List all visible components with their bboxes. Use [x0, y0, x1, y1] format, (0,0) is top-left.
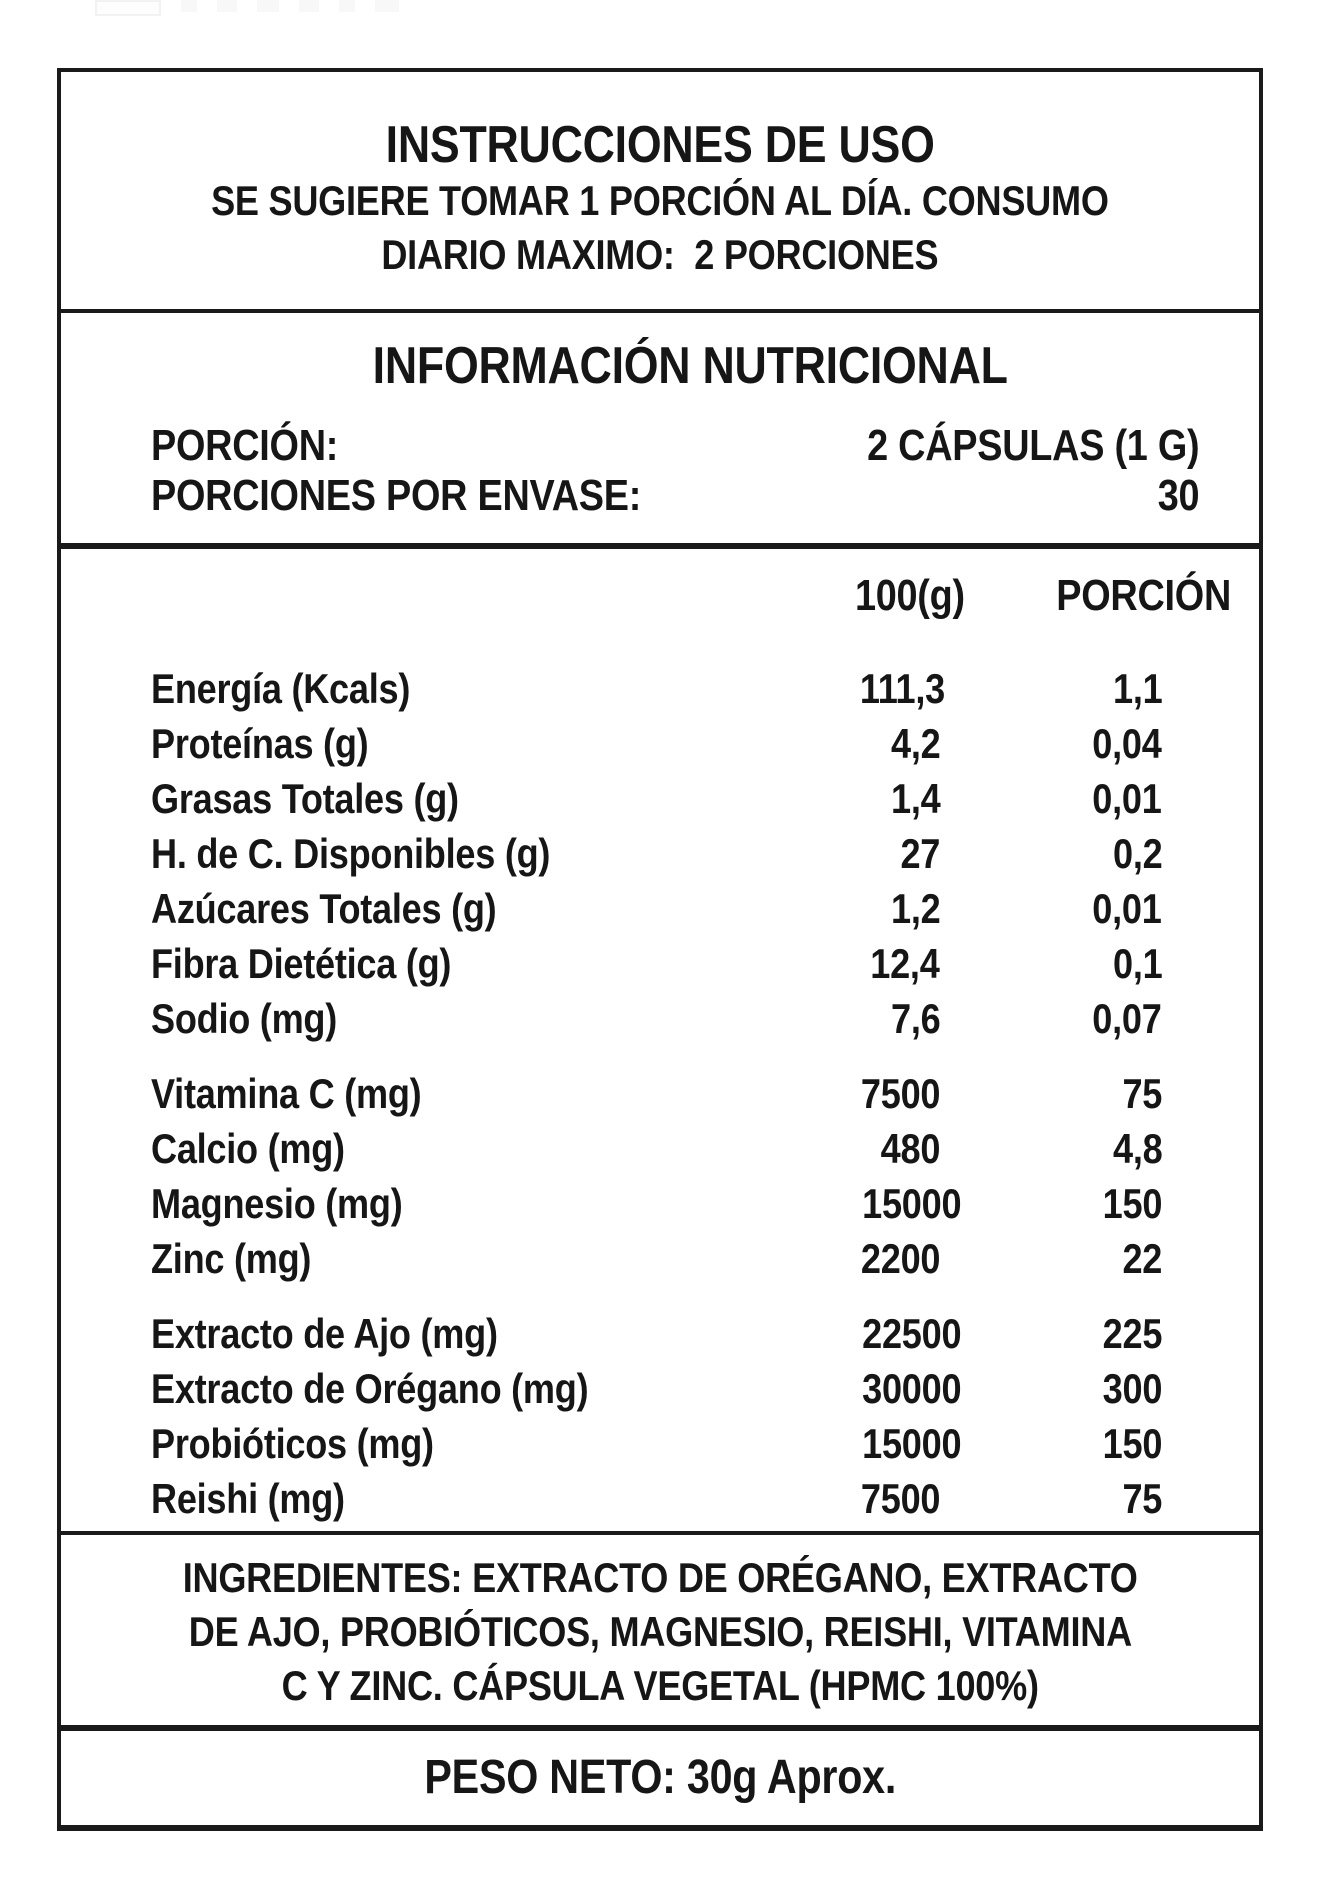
ingredients-line-2: DE AJO, PROBIÓTICOS, MAGNESIO, REISHI, V…: [188, 1608, 1132, 1655]
column-header-portion: PORCIÓN: [1056, 571, 1232, 620]
nutrient-name: Magnesio (mg): [151, 1180, 403, 1227]
value-per-portion: 0,2: [1112, 830, 1163, 877]
table-row: Fibra Dietética (g) 12,4 0,1: [151, 936, 1162, 991]
nutrient-name: Extracto de Ajo (mg): [151, 1310, 498, 1357]
nutrient-name: Sodio (mg): [151, 995, 338, 1042]
section-divider: [61, 1531, 1259, 1535]
ingredients-line-1: INGREDIENTES: EXTRACTO DE ORÉGANO, EXTRA…: [182, 1554, 1138, 1601]
value-per-portion: 150: [1102, 1180, 1162, 1227]
value-per-portion: 0,01: [1092, 775, 1163, 822]
section-divider-thick: [61, 1725, 1259, 1731]
instructions-title: INSTRUCCIONES DE USO: [101, 116, 1219, 174]
nutrition-header-section: INFORMACIÓN NUTRICIONAL PORCIÓN: 2 CÁPSU…: [61, 313, 1259, 543]
nutrient-name: Zinc (mg): [151, 1235, 312, 1282]
net-weight-text: PESO NETO: 30g Aprox.: [424, 1751, 896, 1804]
serving-size-value: 2 CÁPSULAS (1 G): [866, 421, 1200, 470]
nutrient-name: Fibra Dietética (g): [151, 940, 452, 987]
value-per-100g: 111,3: [859, 665, 945, 712]
value-per-100g: 2200: [860, 1235, 941, 1282]
value-per-100g: 27: [900, 830, 940, 877]
ingredients-section: INGREDIENTES: EXTRACTO DE ORÉGANO, EXTRA…: [61, 1535, 1259, 1725]
servings-per-container-label: PORCIONES POR ENVASE:: [151, 471, 642, 520]
servings-per-container-value: 30: [1157, 471, 1199, 520]
value-per-100g: 15000: [862, 1180, 962, 1227]
table-row: Sodio (mg) 7,6 0,07: [151, 991, 1162, 1046]
table-row: Reishi (mg) 7500 75: [151, 1471, 1162, 1526]
nutrient-group: Extracto de Ajo (mg) 22500 225 Extracto de …: [151, 1306, 1162, 1526]
nutrient-name: Calcio (mg): [151, 1125, 345, 1172]
value-per-portion: 0,01: [1092, 885, 1163, 932]
column-header-per-100g: 100(g): [854, 571, 965, 620]
table-header-row: 100(g) PORCIÓN: [151, 571, 1232, 620]
nutrition-title: INFORMACIÓN NUTRICIONAL: [372, 337, 1008, 395]
value-per-100g: 4,2: [890, 720, 941, 767]
value-per-100g: 7500: [860, 1070, 941, 1117]
nutrient-group: Energía (Kcals) 111,3 1,1 Proteínas (g) 4,2 0…: [151, 661, 1162, 1046]
section-divider-thick: [61, 543, 1259, 549]
value-per-100g: 7500: [860, 1475, 941, 1522]
table-row: Energía (Kcals) 111,3 1,1: [151, 661, 1162, 716]
nutrient-name: H. de C. Disponibles (g): [151, 830, 551, 877]
value-per-portion: 300: [1102, 1365, 1162, 1412]
nutrient-name: Azúcares Totales (g): [151, 885, 497, 932]
value-per-100g: 7,6: [890, 995, 941, 1042]
value-per-100g: 30000: [862, 1365, 962, 1412]
table-row: Grasas Totales (g) 1,4 0,01: [151, 771, 1162, 826]
nutrient-name: Extracto de Orégano (mg): [151, 1365, 589, 1412]
value-per-100g: 1,4: [890, 775, 941, 822]
value-per-portion: 4,8: [1112, 1125, 1163, 1172]
table-row: H. de C. Disponibles (g) 27 0,2: [151, 826, 1162, 881]
value-per-portion: 0,07: [1092, 995, 1163, 1042]
value-per-portion: 75: [1122, 1070, 1162, 1117]
instructions-section: INSTRUCCIONES DE USO SE SUGIERE TOMAR 1 …: [61, 72, 1259, 309]
nutrient-name: Energía (Kcals): [151, 665, 411, 712]
value-per-portion: 0,1: [1112, 940, 1163, 987]
instructions-line-1: SE SUGIERE TOMAR 1 PORCIÓN AL DÍA. CONSU…: [211, 177, 1109, 224]
nutrient-name: Probióticos (mg): [151, 1420, 434, 1467]
nutrient-name: Reishi (mg): [151, 1475, 345, 1522]
nutrient-name: Grasas Totales (g): [151, 775, 459, 822]
nutrient-name: Vitamina C (mg): [151, 1070, 422, 1117]
servings-per-container-row: PORCIONES POR ENVASE: 30: [151, 471, 1199, 521]
instructions-line-2: DIARIO MAXIMO: 2 PORCIONES: [381, 231, 939, 278]
nutrition-table-body: Energía (Kcals) 111,3 1,1 Proteínas (g) 4,2 0…: [151, 661, 1162, 1526]
value-per-100g: 12,4: [870, 940, 941, 987]
value-per-portion: 1,1: [1112, 665, 1163, 712]
table-row: Calcio (mg) 480 4,8: [151, 1121, 1162, 1176]
ingredients-line-3: C Y ZINC. CÁPSULA VEGETAL (HPMC 100%): [281, 1662, 1039, 1709]
value-per-100g: 15000: [862, 1420, 962, 1467]
instructions-title-text: INSTRUCCIONES DE USO: [385, 116, 935, 174]
table-row: Probióticos (mg) 15000 150: [151, 1416, 1162, 1471]
value-per-100g: 22500: [862, 1310, 962, 1357]
serving-size-row: PORCIÓN: 2 CÁPSULAS (1 G): [151, 421, 1199, 471]
cropped-artifact: [95, 0, 399, 16]
value-per-portion: 0,04: [1092, 720, 1163, 767]
value-per-portion: 22: [1122, 1235, 1162, 1282]
table-row: Magnesio (mg) 15000 150: [151, 1176, 1162, 1231]
nutrient-name: Proteínas (g): [151, 720, 369, 767]
nutrient-group: Vitamina C (mg) 7500 75 Calcio (mg) 480 4,8 Ma…: [151, 1066, 1162, 1286]
table-row: Vitamina C (mg) 7500 75: [151, 1066, 1162, 1121]
table-row: Azúcares Totales (g) 1,2 0,01: [151, 881, 1162, 936]
table-row: Zinc (mg) 2200 22: [151, 1231, 1162, 1286]
nutrition-label-panel: INSTRUCCIONES DE USO SE SUGIERE TOMAR 1 …: [57, 68, 1263, 1831]
table-row: Extracto de Orégano (mg) 30000 300: [151, 1361, 1162, 1416]
value-per-100g: 480: [880, 1125, 940, 1172]
serving-size-label: PORCIÓN:: [151, 421, 339, 470]
table-row: Extracto de Ajo (mg) 22500 225: [151, 1306, 1162, 1361]
table-row: Proteínas (g) 4,2 0,04: [151, 716, 1162, 771]
net-weight-section: PESO NETO: 30g Aprox.: [61, 1731, 1259, 1825]
value-per-portion: 150: [1102, 1420, 1162, 1467]
value-per-100g: 1,2: [890, 885, 941, 932]
value-per-portion: 225: [1102, 1310, 1162, 1357]
nutrient-table-section: 100(g) PORCIÓN Energía (Kcals) 111,3 1,1 Pr…: [61, 549, 1259, 1531]
value-per-portion: 75: [1122, 1475, 1162, 1522]
section-divider: [61, 309, 1259, 313]
